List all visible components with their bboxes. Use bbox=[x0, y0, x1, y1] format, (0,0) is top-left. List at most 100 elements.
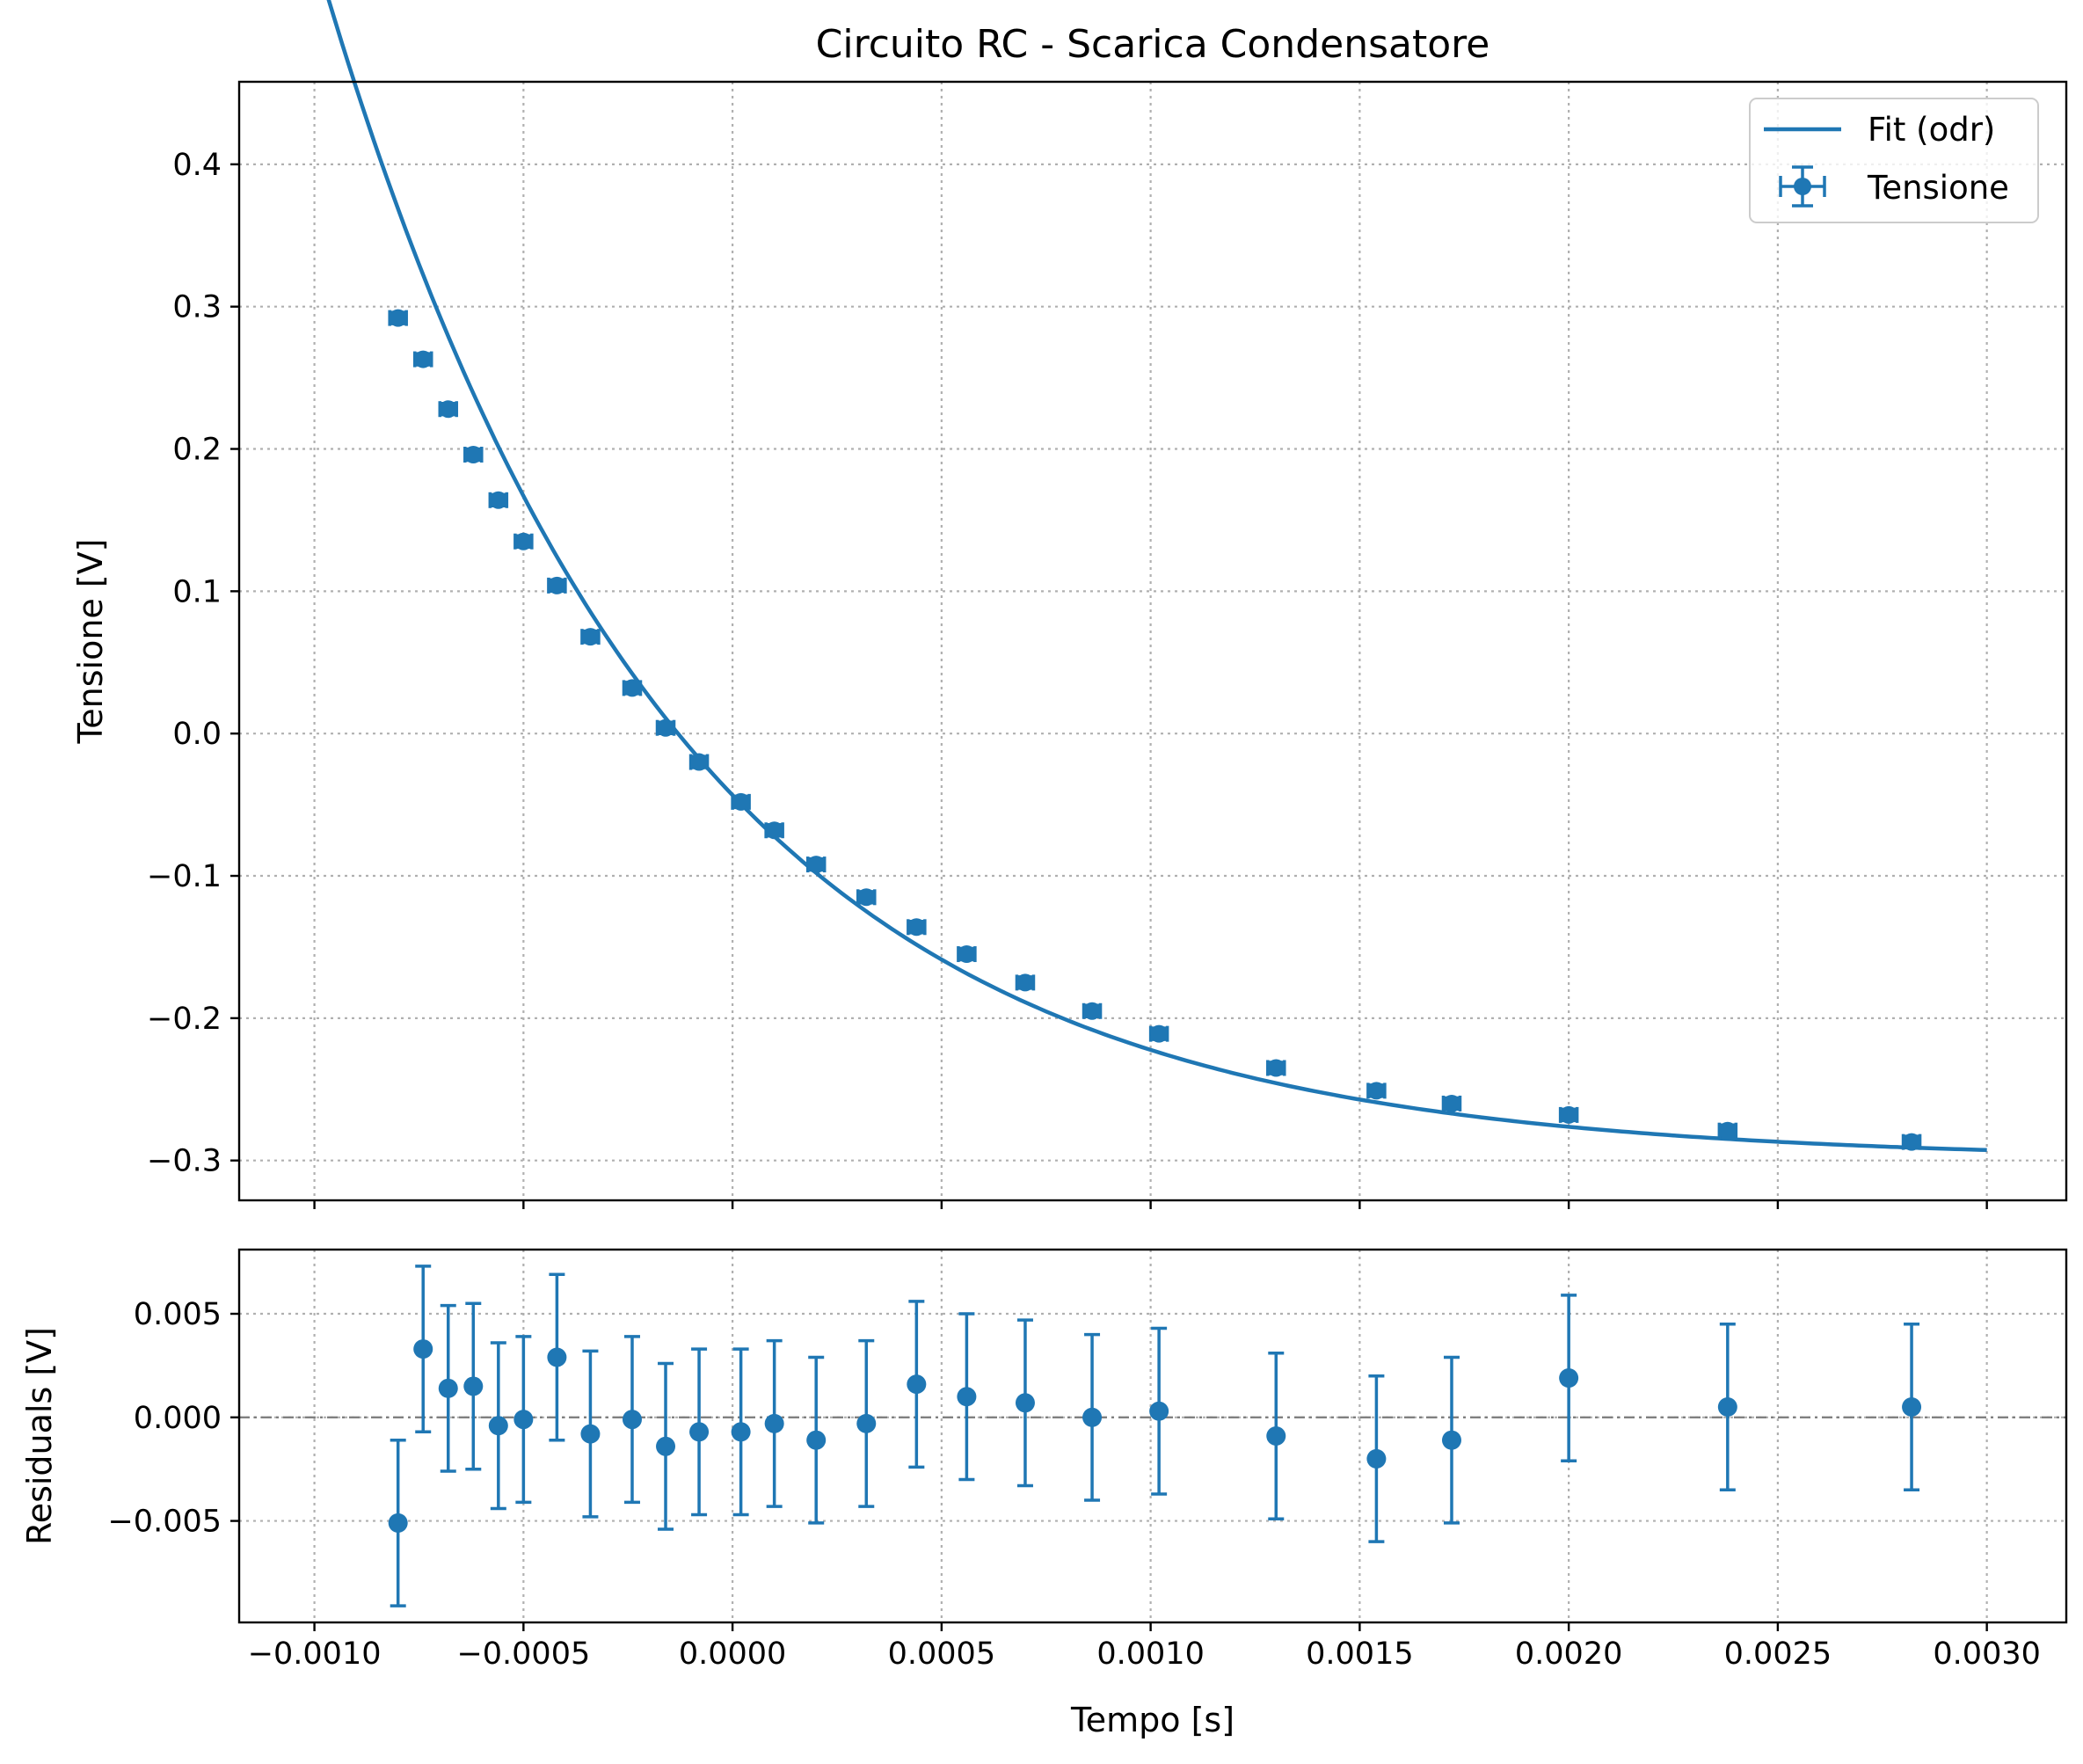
residual-point-marker bbox=[689, 1422, 710, 1442]
data-point bbox=[764, 821, 784, 840]
residual-point bbox=[856, 1338, 877, 1508]
residuals-x-tick-label: 0.0015 bbox=[1306, 1636, 1413, 1672]
residuals-x-tick-label: −0.0010 bbox=[248, 1636, 382, 1672]
residual-point-marker bbox=[547, 1347, 567, 1367]
residuals-y-axis-label: Residuals [V] bbox=[20, 1327, 59, 1545]
residual-point bbox=[1441, 1355, 1461, 1525]
data-point bbox=[688, 753, 710, 771]
residuals-ticks: −0.0010 −0.0005 0.0000 0.0005 0.0010 0.0015 0.… bbox=[107, 1297, 2040, 1672]
residual-point-marker bbox=[488, 1416, 508, 1436]
main-plot-frame bbox=[237, 80, 2068, 1202]
residual-point-marker bbox=[764, 1413, 784, 1433]
data-point bbox=[622, 679, 643, 697]
residual-point-marker bbox=[1082, 1407, 1103, 1427]
residual-point bbox=[1082, 1332, 1103, 1502]
data-point-marker bbox=[514, 532, 533, 550]
residual-point bbox=[622, 1335, 642, 1505]
residuals-x-tick-label: 0.0005 bbox=[888, 1636, 995, 1672]
residual-point bbox=[1559, 1294, 1579, 1463]
data-point bbox=[1148, 1024, 1169, 1043]
main-ticks: −0.3 −0.2 −0.1 0.0 0.1 0.2 0.3 0.4 bbox=[147, 148, 1988, 1209]
residual-point bbox=[488, 1341, 508, 1511]
data-point bbox=[1266, 1059, 1286, 1077]
data-point-marker bbox=[414, 350, 433, 368]
residuals-x-tick-label: 0.0025 bbox=[1724, 1636, 1832, 1672]
residual-point bbox=[1266, 1352, 1286, 1520]
chart-title: Circuito RC - Scarica Condensatore bbox=[816, 22, 1490, 67]
data-point bbox=[388, 309, 408, 327]
data-point-marker bbox=[958, 945, 976, 964]
data-point-marker bbox=[548, 576, 566, 594]
residual-point-marker bbox=[1366, 1448, 1387, 1469]
residual-point bbox=[1902, 1323, 1922, 1491]
residual-point-marker bbox=[1015, 1393, 1035, 1413]
data-point bbox=[1717, 1121, 1738, 1140]
data-point bbox=[547, 576, 567, 594]
data-point bbox=[731, 792, 751, 811]
main-grid bbox=[239, 82, 2066, 1200]
data-point bbox=[1366, 1082, 1387, 1100]
main-y-tick-label: −0.3 bbox=[147, 1144, 222, 1179]
residual-point-marker bbox=[856, 1413, 877, 1433]
residual-point bbox=[1366, 1374, 1387, 1543]
data-point bbox=[412, 350, 433, 368]
data-point-marker bbox=[1903, 1133, 1921, 1151]
residual-point-marker bbox=[413, 1339, 433, 1359]
residual-point-marker bbox=[806, 1430, 827, 1450]
residual-point-marker bbox=[1266, 1426, 1286, 1446]
data-point-marker bbox=[623, 679, 641, 697]
fit-curve bbox=[326, 0, 1987, 1153]
residual-point-marker bbox=[907, 1374, 927, 1395]
residuals-x-tick-label: 0.0020 bbox=[1515, 1636, 1622, 1672]
main-y-tick-label: −0.2 bbox=[147, 1002, 222, 1037]
data-point-marker bbox=[1016, 973, 1034, 992]
fit-curve-layer bbox=[326, 0, 1987, 1153]
residual-point-marker bbox=[1902, 1397, 1922, 1418]
main-y-tick-label: 0.2 bbox=[172, 433, 222, 468]
data-point bbox=[513, 532, 534, 550]
main-panel: −0.3 −0.2 −0.1 0.0 0.1 0.2 0.3 0.4 Tensione [V]… bbox=[71, 0, 2068, 1209]
residuals-x-tick-label: 0.0000 bbox=[679, 1636, 786, 1672]
residual-point-marker bbox=[513, 1410, 534, 1430]
residual-point-marker bbox=[1149, 1401, 1169, 1421]
residual-point bbox=[1717, 1323, 1737, 1491]
x-axis-label: Tempo [s] bbox=[1070, 1701, 1235, 1739]
residual-point-marker bbox=[1559, 1368, 1579, 1389]
data-point bbox=[463, 446, 484, 463]
legend-tensione-label: Tensione bbox=[1867, 169, 2009, 207]
data-point-marker bbox=[464, 446, 483, 463]
main-y-tick-label: −0.1 bbox=[147, 859, 222, 894]
data-point-marker bbox=[581, 628, 600, 646]
residual-point-marker bbox=[1717, 1397, 1737, 1418]
residual-point bbox=[1015, 1318, 1035, 1488]
residuals-x-tick-label: −0.0005 bbox=[456, 1636, 590, 1672]
residual-point-marker bbox=[463, 1376, 484, 1396]
data-point-marker bbox=[1560, 1105, 1578, 1124]
main-y-tick-label: 0.1 bbox=[172, 574, 222, 609]
residual-point bbox=[764, 1338, 784, 1508]
data-point-marker bbox=[732, 792, 750, 811]
residuals-x-tick-label: 0.0010 bbox=[1096, 1636, 1204, 1672]
data-point bbox=[1558, 1105, 1579, 1124]
data-point-marker bbox=[765, 821, 783, 840]
residual-point-marker bbox=[580, 1424, 601, 1444]
data-point bbox=[1441, 1094, 1462, 1112]
residual-point bbox=[957, 1312, 977, 1482]
data-point-marker bbox=[1267, 1059, 1285, 1077]
residual-point bbox=[413, 1265, 433, 1434]
data-point bbox=[1082, 1002, 1103, 1020]
residual-point bbox=[513, 1335, 534, 1505]
residuals-y-tick-label: 0.005 bbox=[134, 1297, 222, 1332]
residual-point-marker bbox=[438, 1378, 458, 1398]
main-y-tick-label: 0.0 bbox=[172, 717, 222, 752]
legend-fit-label: Fit (odr) bbox=[1868, 111, 1995, 149]
residual-point-marker bbox=[388, 1513, 408, 1533]
data-point-marker bbox=[657, 718, 675, 737]
residual-point bbox=[580, 1349, 601, 1519]
residuals-grid bbox=[239, 1250, 2066, 1622]
data-point-marker bbox=[857, 888, 876, 907]
residual-point bbox=[388, 1438, 408, 1607]
residuals-x-tick-label: 0.0030 bbox=[1933, 1636, 2040, 1672]
